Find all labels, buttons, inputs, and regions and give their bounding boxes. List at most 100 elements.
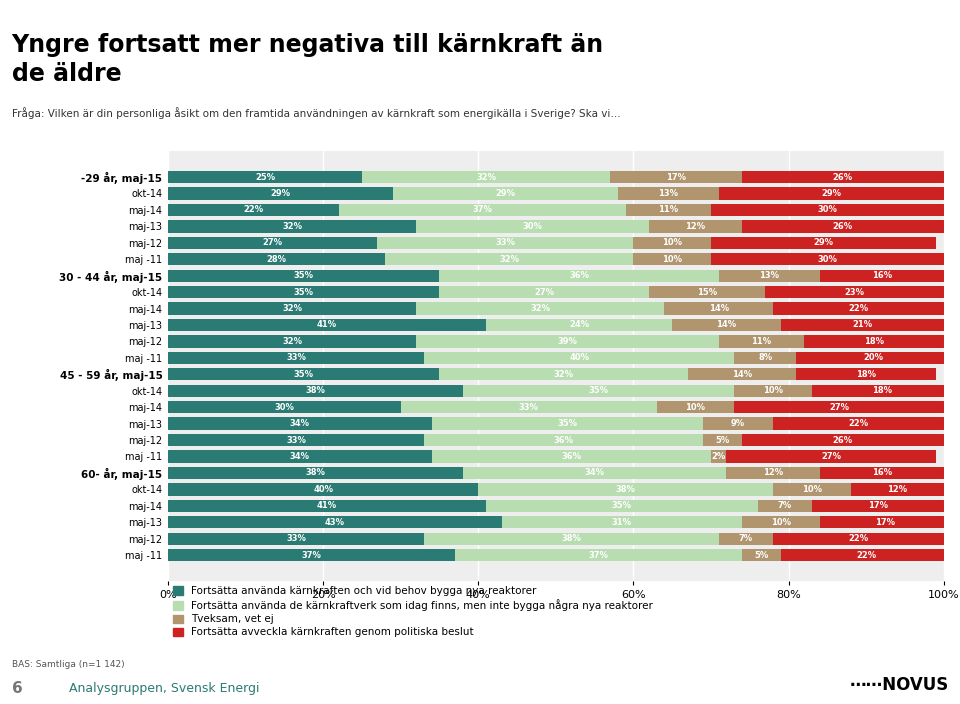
Text: 32%: 32%	[530, 304, 550, 313]
Text: 10%: 10%	[771, 517, 791, 527]
Bar	[773, 483, 851, 496]
Bar	[649, 286, 765, 298]
Bar	[812, 384, 951, 397]
Bar	[168, 516, 501, 529]
Bar	[168, 467, 463, 479]
Text: 37%: 37%	[588, 551, 609, 560]
Text: 32%: 32%	[282, 304, 302, 313]
Text: 25%: 25%	[255, 172, 275, 182]
Bar	[377, 237, 634, 249]
Bar	[168, 220, 417, 232]
Bar	[501, 516, 742, 529]
Text: 35%: 35%	[588, 386, 609, 395]
Bar	[780, 319, 944, 331]
Bar	[711, 203, 944, 216]
Bar	[773, 417, 944, 429]
Bar	[168, 319, 486, 331]
Text: 10%: 10%	[763, 386, 783, 395]
Bar	[719, 532, 773, 545]
Text: Yngre fortsatt mer negativa till kärnkraft än
de äldre: Yngre fortsatt mer negativa till kärnkra…	[12, 33, 604, 86]
Bar	[168, 384, 463, 397]
Bar	[168, 237, 377, 249]
Bar	[168, 500, 486, 512]
Bar	[742, 171, 944, 183]
Bar	[820, 270, 944, 282]
Text: 20%: 20%	[864, 353, 884, 363]
Bar	[486, 319, 672, 331]
Text: 22%: 22%	[849, 304, 869, 313]
Text: 32%: 32%	[282, 337, 302, 346]
Bar	[400, 401, 657, 413]
Text: BAS: Samtliga (n=1 142): BAS: Samtliga (n=1 142)	[12, 660, 124, 669]
Bar	[168, 335, 417, 348]
Text: 26%: 26%	[832, 222, 852, 231]
Bar	[440, 270, 719, 282]
Bar	[168, 368, 440, 380]
Text: 14%: 14%	[708, 304, 729, 313]
Text: 30%: 30%	[817, 255, 837, 264]
Text: 16%: 16%	[872, 271, 892, 280]
Text: 17%: 17%	[666, 172, 686, 182]
Bar	[812, 500, 944, 512]
Bar	[417, 303, 664, 315]
Text: 11%: 11%	[659, 206, 679, 215]
Text: 28%: 28%	[267, 255, 287, 264]
Text: 12%: 12%	[685, 222, 706, 231]
Bar	[478, 483, 773, 496]
Bar	[168, 352, 424, 364]
Text: 31%: 31%	[612, 517, 632, 527]
Text: Fråga: Vilken är din personliga åsikt om den framtida användningen av kärnkraft : Fråga: Vilken är din personliga åsikt om…	[12, 107, 620, 119]
Bar	[711, 253, 944, 265]
Bar	[727, 467, 820, 479]
Bar	[704, 417, 773, 429]
Text: 33%: 33%	[286, 534, 306, 543]
Text: 16%: 16%	[872, 468, 892, 477]
Bar	[664, 303, 773, 315]
Text: 26%: 26%	[832, 172, 852, 182]
Bar	[804, 335, 944, 348]
Text: 22%: 22%	[849, 419, 869, 428]
Bar	[851, 483, 944, 496]
Bar	[417, 220, 649, 232]
Text: 30%: 30%	[817, 206, 837, 215]
Bar	[168, 270, 440, 282]
Text: 17%: 17%	[876, 517, 896, 527]
Text: 34%: 34%	[290, 419, 310, 428]
Bar	[634, 237, 711, 249]
Bar	[742, 434, 944, 446]
Text: 14%: 14%	[732, 370, 752, 379]
Bar	[455, 549, 742, 561]
Text: 27%: 27%	[263, 238, 282, 247]
Text: 37%: 37%	[472, 206, 492, 215]
Text: 27%: 27%	[829, 403, 849, 412]
Bar	[742, 220, 944, 232]
Text: 24%: 24%	[569, 320, 589, 329]
Bar	[168, 401, 400, 413]
Text: 22%: 22%	[243, 206, 263, 215]
Bar	[719, 187, 944, 200]
Bar	[611, 171, 742, 183]
Text: 26%: 26%	[832, 436, 852, 444]
Text: 7%: 7%	[739, 534, 753, 543]
Text: 35%: 35%	[612, 501, 632, 510]
Bar	[796, 352, 951, 364]
Text: ⋯⋯NOVUS: ⋯⋯NOVUS	[850, 676, 948, 693]
Text: 35%: 35%	[294, 370, 314, 379]
Bar	[168, 451, 432, 463]
Bar	[463, 467, 727, 479]
Bar	[393, 187, 618, 200]
Bar	[168, 171, 362, 183]
Text: 32%: 32%	[554, 370, 573, 379]
Bar	[168, 253, 385, 265]
Bar	[734, 401, 944, 413]
Text: 35%: 35%	[294, 271, 314, 280]
Bar	[634, 253, 711, 265]
Text: 35%: 35%	[294, 288, 314, 296]
Bar	[385, 253, 634, 265]
Text: 38%: 38%	[615, 485, 636, 494]
Bar	[424, 434, 704, 446]
Text: 15%: 15%	[697, 288, 717, 296]
Text: 32%: 32%	[282, 222, 302, 231]
Text: 30%: 30%	[275, 403, 295, 412]
Text: 33%: 33%	[518, 403, 539, 412]
